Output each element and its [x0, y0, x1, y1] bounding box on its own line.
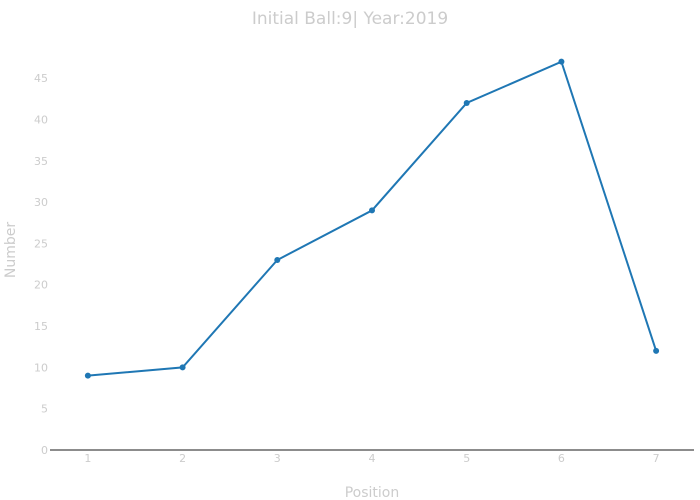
series-line — [87, 60, 658, 377]
x-tick-label: 1 — [84, 452, 91, 465]
x-tick-label: 7 — [653, 452, 660, 465]
data-point — [558, 58, 565, 65]
data-point — [653, 347, 660, 354]
x-axis-title: Position — [345, 485, 400, 500]
data-point — [274, 256, 281, 263]
data-point — [84, 372, 91, 379]
data-point — [179, 364, 186, 371]
chart-title: Initial Ball:9| Year:2019 — [252, 9, 448, 29]
y-axis-ticks: 0 5 10 15 20 25 30 35 40 45 — [34, 72, 48, 457]
y-tick-label: 15 — [34, 320, 48, 333]
x-tick-label: 3 — [274, 452, 281, 465]
x-tick-label: 2 — [179, 452, 186, 465]
y-tick-label: 40 — [34, 113, 48, 126]
y-tick-label: 25 — [34, 237, 48, 250]
data-point — [463, 99, 470, 106]
data-point — [369, 207, 375, 214]
y-tick-label: 5 — [41, 403, 48, 416]
y-tick-label: 0 — [41, 444, 48, 457]
y-tick-label: 10 — [34, 361, 48, 374]
x-tick-label: 6 — [558, 452, 565, 465]
x-axis-ticks: 1 2 3 4 5 6 7 — [84, 452, 659, 465]
y-tick-label: 45 — [34, 72, 48, 85]
x-tick-label: 4 — [369, 452, 376, 465]
y-tick-label: 30 — [34, 196, 48, 209]
y-tick-label: 20 — [34, 279, 48, 292]
y-tick-label: 35 — [34, 155, 48, 168]
data-points — [84, 58, 660, 379]
y-axis-title: Number — [3, 222, 19, 278]
x-tick-label: 5 — [463, 452, 470, 465]
